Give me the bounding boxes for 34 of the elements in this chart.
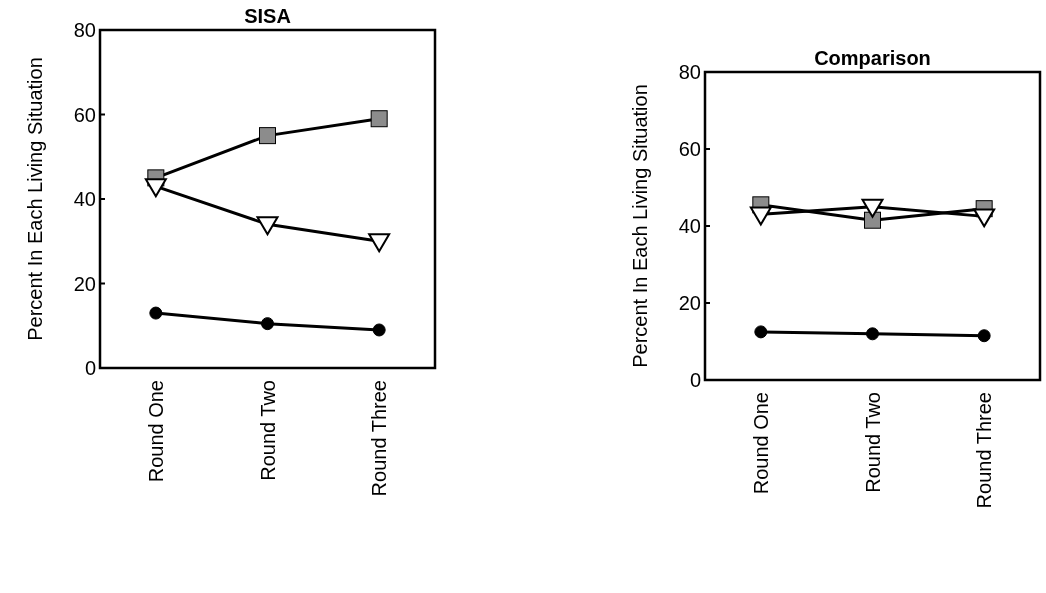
y-tick-label: 20 <box>678 292 701 314</box>
point <box>973 208 996 228</box>
point <box>372 323 386 337</box>
x-tick-label: Round One <box>749 392 772 495</box>
x-tick-label: Round Two <box>861 392 884 493</box>
point <box>256 216 279 236</box>
y-tick-label: 60 <box>678 138 701 160</box>
point <box>261 317 274 331</box>
y-axis-title: Percent In Each Living Situation <box>24 57 46 341</box>
point <box>144 178 167 198</box>
y-tick-label: 80 <box>678 61 701 83</box>
x-tick-label: Round Three <box>973 392 996 509</box>
y-tick-label: 0 <box>84 357 96 379</box>
point <box>977 329 991 343</box>
y-axis-title: Percent In Each Living Situation <box>629 84 651 368</box>
point <box>259 127 276 145</box>
x-tick-label: Round Three <box>368 380 391 497</box>
y-tick-label: 20 <box>73 272 96 295</box>
x-tick-label: Round Two <box>256 380 279 481</box>
point <box>866 327 879 341</box>
chart-title: SISA <box>244 5 291 27</box>
point <box>149 306 163 320</box>
point <box>749 206 772 226</box>
y-tick-label: 60 <box>73 103 96 126</box>
point <box>368 233 391 253</box>
y-tick-label: 40 <box>73 188 96 210</box>
point <box>861 198 884 218</box>
point <box>370 110 388 128</box>
y-tick-label: 0 <box>689 369 701 391</box>
y-tick-label: 80 <box>73 19 96 41</box>
y-tick-label: 40 <box>678 215 701 237</box>
chart-title: Comparison <box>814 47 931 69</box>
x-tick-label: Round One <box>144 380 167 483</box>
point <box>754 325 768 339</box>
